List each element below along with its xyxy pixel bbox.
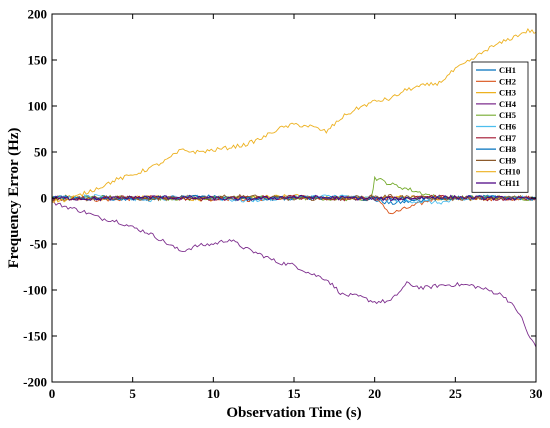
x-tick-label: 30 bbox=[530, 386, 543, 401]
x-tick-label: 5 bbox=[129, 386, 136, 401]
legend-label-ch10: CH10 bbox=[499, 167, 520, 177]
legend-label-ch6: CH6 bbox=[499, 122, 516, 132]
legend-label-ch4: CH4 bbox=[499, 99, 517, 109]
y-tick-label: 200 bbox=[28, 7, 48, 22]
legend-label-ch2: CH2 bbox=[499, 76, 516, 86]
axes-layer: 0 5 10 15 20 25 30 -200 -150 -100 -50 0 50 100 150 200 bbox=[23, 7, 542, 402]
legend-label-ch3: CH3 bbox=[499, 88, 516, 98]
x-tick-label: 20 bbox=[368, 386, 381, 401]
legend-label-ch7: CH7 bbox=[499, 133, 517, 143]
legend-label-ch11: CH11 bbox=[499, 178, 520, 188]
y-tick-label: -200 bbox=[23, 375, 47, 390]
x-tick-label: 25 bbox=[449, 386, 463, 401]
series-line-ch11 bbox=[51, 194, 537, 202]
legend-label-ch9: CH9 bbox=[499, 155, 516, 165]
legend-label-ch5: CH5 bbox=[499, 110, 516, 120]
x-tick-label: 15 bbox=[288, 386, 302, 401]
y-axis-title: Frequency Error (Hz) bbox=[6, 128, 22, 269]
legend-label-ch1: CH1 bbox=[499, 65, 516, 75]
series-line-ch9 bbox=[51, 193, 537, 203]
y-tick-label: 50 bbox=[34, 145, 47, 160]
x-tick-label: 0 bbox=[49, 386, 56, 401]
y-tick-label: -100 bbox=[23, 283, 47, 298]
series-line-ch10 bbox=[51, 27, 537, 204]
y-tick-label: -50 bbox=[30, 237, 47, 252]
legend-box bbox=[471, 61, 529, 193]
y-tick-label: -150 bbox=[23, 329, 47, 344]
legend-label-ch8: CH8 bbox=[499, 144, 516, 154]
series-layer bbox=[51, 27, 537, 348]
x-tick-label: 10 bbox=[207, 386, 220, 401]
y-tick-label: 150 bbox=[28, 53, 48, 68]
y-tick-label: 0 bbox=[41, 191, 48, 206]
x-axis-title: Observation Time (s) bbox=[226, 405, 361, 421]
series-line-ch4 bbox=[51, 201, 537, 348]
y-tick-label: 100 bbox=[28, 99, 48, 114]
